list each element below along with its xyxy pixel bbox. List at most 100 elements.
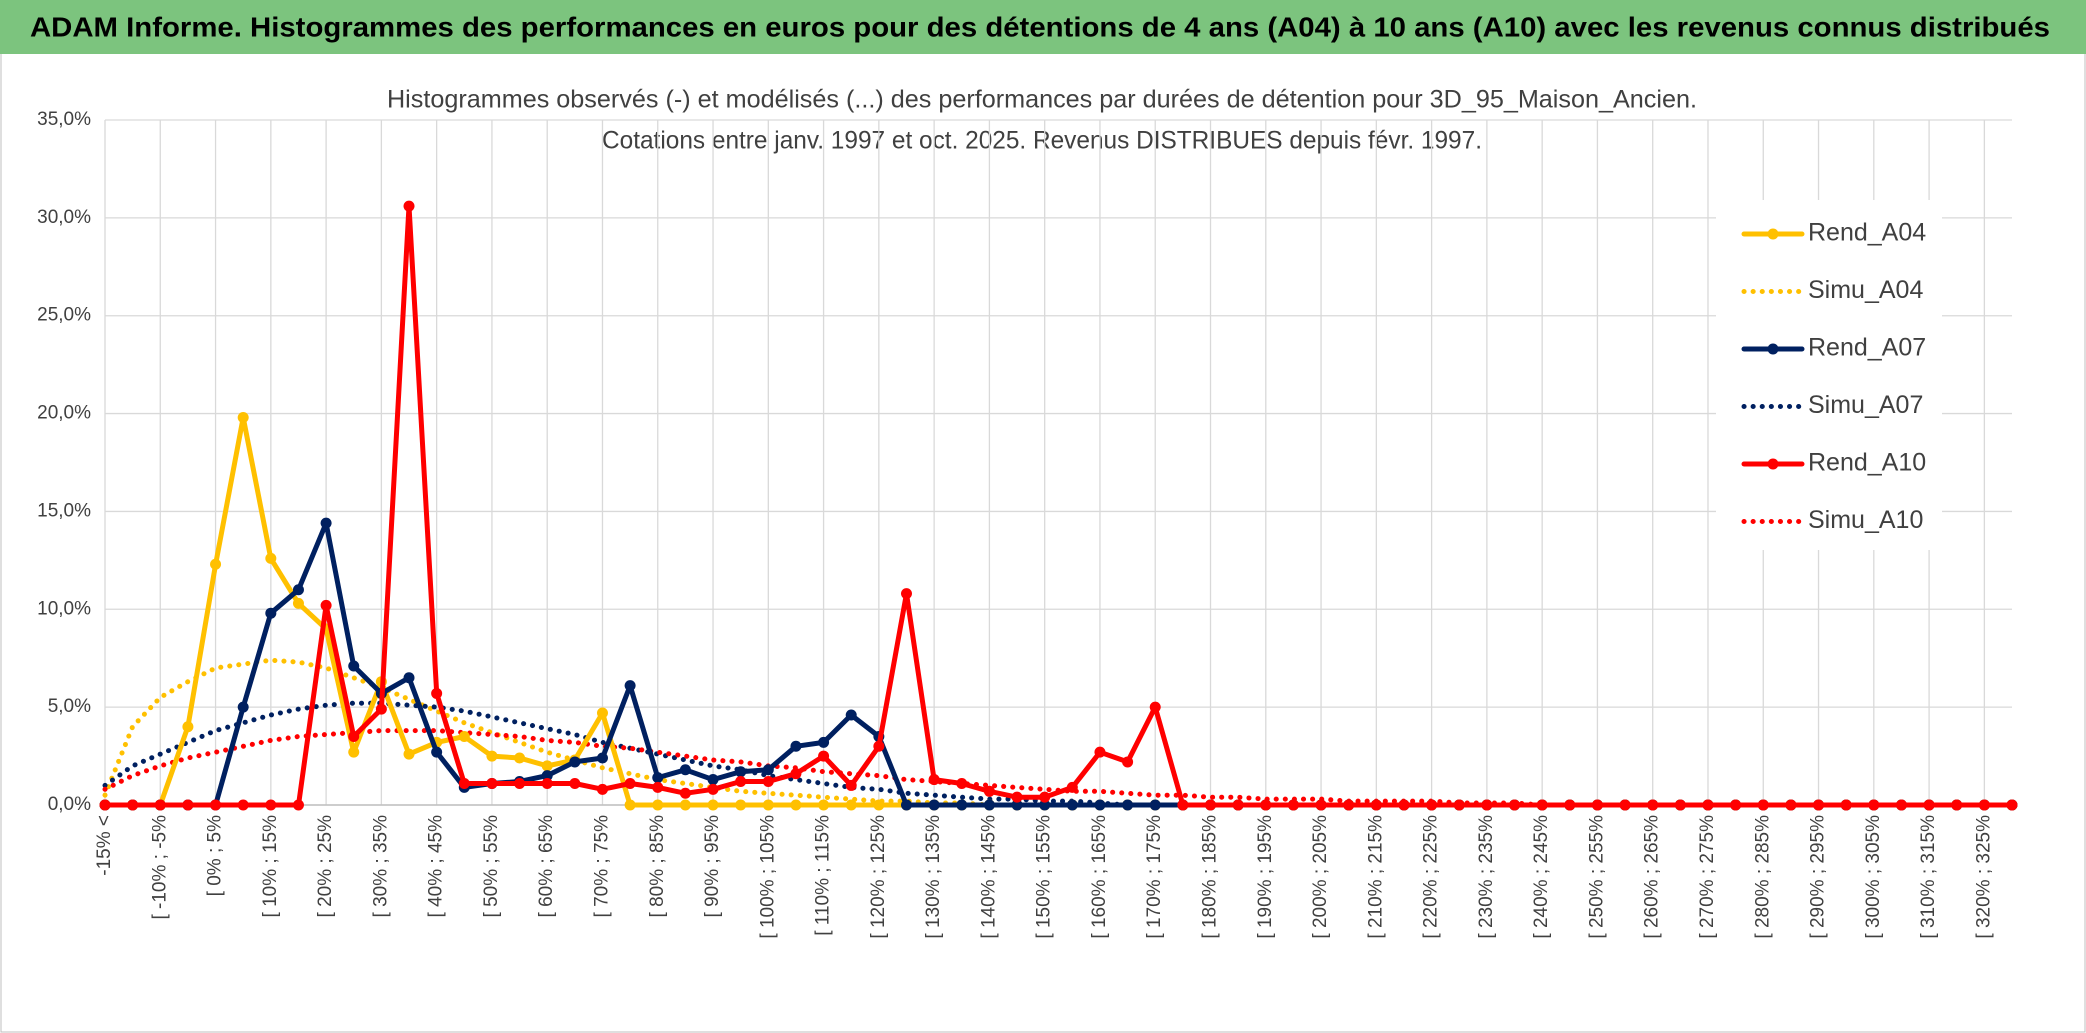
data-point (790, 768, 802, 780)
data-point (1481, 799, 1493, 811)
data-point (154, 799, 166, 811)
data-point (541, 760, 553, 772)
data-point (1426, 799, 1438, 811)
data-point (652, 799, 664, 811)
observed-line (102, 203, 2015, 808)
data-point (679, 764, 691, 776)
x-tick-label: [ 240% ; 245% (1531, 815, 1552, 939)
data-point (707, 774, 719, 786)
header-title: ADAM Informe. Histogrammes des performan… (30, 11, 2050, 42)
data-point (1813, 799, 1825, 811)
data-point (873, 740, 885, 752)
data-point (1840, 799, 1852, 811)
x-tick-label: [ 210% ; 215% (1365, 815, 1386, 939)
y-tick-label: 15,0% (37, 500, 91, 521)
data-point (541, 770, 553, 782)
data-point (348, 731, 360, 742)
data-point (983, 799, 995, 811)
x-tick-label: [ 160% ; 165% (1089, 815, 1110, 939)
data-point (790, 799, 802, 811)
data-point (292, 584, 304, 596)
data-point (1011, 791, 1023, 803)
data-point (403, 672, 415, 684)
x-tick-label: [ 110% ; 115% (813, 815, 834, 936)
data-point (1509, 799, 1521, 811)
data-point (375, 703, 387, 715)
data-point (845, 779, 857, 791)
plot (99, 200, 2018, 811)
grid: 0,0% 5,0% 10,0% 15,0% 20,0% 25,0% 30,0% 35,0% -1… (37, 109, 2012, 939)
data-point (596, 707, 608, 719)
data-point (762, 799, 774, 811)
data-point (210, 558, 222, 570)
x-tick-label: [ 200% ; 205% (1310, 815, 1331, 939)
y-tick-label: 5,0% (48, 696, 91, 717)
data-point (2006, 799, 2018, 811)
y-tick-label: 10,0% (37, 598, 91, 619)
data-point (569, 777, 581, 789)
data-point (818, 736, 830, 748)
data-point (1951, 799, 1963, 811)
data-point (514, 777, 526, 789)
data-point (1564, 799, 1576, 811)
data-point (1343, 799, 1355, 811)
x-tick-label: [ 290% ; 295% (1808, 815, 1829, 939)
data-point (569, 756, 581, 768)
data-point (624, 680, 636, 692)
x-tick-label: -15% < (94, 815, 115, 876)
data-point (458, 777, 470, 789)
data-point (1398, 799, 1410, 811)
chart-subtitle: Cotations entre janv. 1997 et oct. 2025.… (602, 127, 1482, 155)
data-point (514, 752, 526, 764)
data-point (900, 799, 912, 811)
data-point (818, 799, 830, 811)
data-point (845, 799, 857, 811)
data-point (210, 799, 222, 811)
x-tick-label: [ 60% ; 65% (536, 815, 557, 918)
x-tick-label: [ 30% ; 35% (370, 815, 391, 918)
y-tick-label: 35,0% (37, 109, 91, 130)
data-point (348, 660, 360, 672)
data-point (1094, 799, 1106, 811)
data-point (1122, 799, 1134, 811)
data-point (320, 599, 332, 611)
data-point (1757, 799, 1769, 811)
model-line (102, 700, 2015, 808)
data-point (652, 772, 664, 784)
legend-label: Rend_A10 (1808, 449, 1926, 477)
data-point (707, 799, 719, 811)
x-tick-label: [ 300% ; 305% (1863, 815, 1884, 939)
data-point (541, 777, 553, 789)
data-point (790, 740, 802, 752)
data-point (1674, 799, 1686, 811)
data-point (99, 799, 111, 811)
data-point (348, 746, 360, 758)
x-tick-label: [ 190% ; 195% (1255, 815, 1276, 939)
data-point (762, 764, 774, 776)
y-tick-label: 20,0% (37, 403, 91, 424)
data-point (624, 777, 636, 789)
data-point (596, 783, 608, 795)
data-point (1066, 781, 1078, 793)
legend-label: Simu_A10 (1808, 506, 1923, 534)
data-point (1066, 799, 1078, 811)
legend-marker (1767, 458, 1779, 470)
data-point (928, 799, 940, 811)
data-point (431, 687, 443, 699)
data-point (735, 766, 747, 778)
data-point (1177, 799, 1189, 811)
data-point (1591, 799, 1603, 811)
data-point (1232, 799, 1244, 811)
data-point (431, 746, 443, 758)
data-point (1094, 746, 1106, 758)
x-tick-label: [ 0% ; 5% (205, 815, 226, 896)
x-tick-label: [ 20% ; 25% (315, 815, 336, 918)
data-point (652, 781, 664, 793)
data-point (182, 799, 194, 811)
x-tick-label: [ 220% ; 225% (1421, 815, 1442, 939)
data-point (1149, 701, 1161, 713)
data-point (265, 607, 277, 619)
x-tick-label: [ 70% ; 75% (591, 815, 612, 918)
data-point (1039, 791, 1051, 803)
